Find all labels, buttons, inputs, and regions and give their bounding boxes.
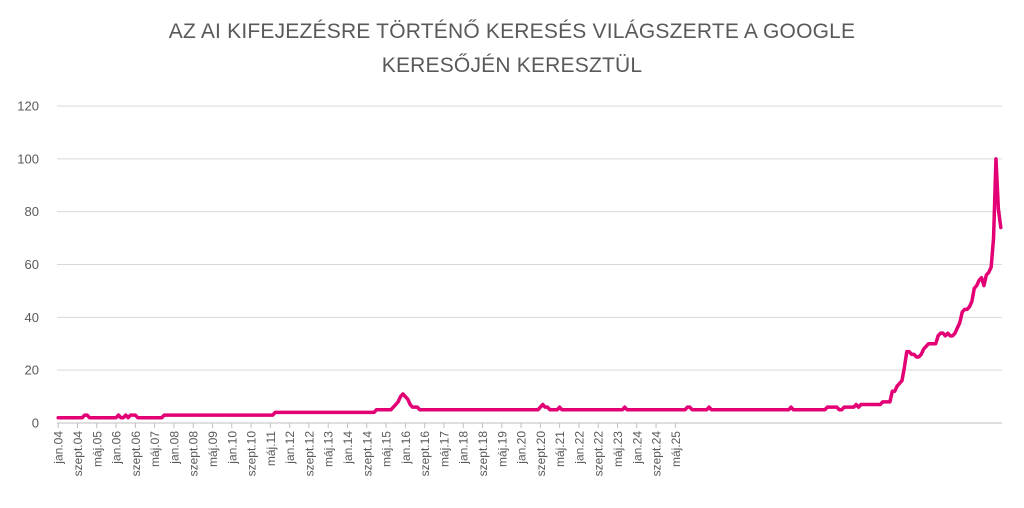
x-tick-label: jan.04 xyxy=(52,431,66,465)
x-tick-label: szept.12 xyxy=(302,431,316,477)
chart-title-line-1: AZ AI KIFEJEZÉSRE TÖRTÉNŐ KERESÉS VILÁGS… xyxy=(168,20,856,43)
x-tick-label: szept.22 xyxy=(592,431,606,477)
x-tick-label: máj.05 xyxy=(90,431,104,467)
x-tick-label: szept.16 xyxy=(418,431,432,477)
x-tick-label: máj.13 xyxy=(322,431,336,467)
series-group xyxy=(56,157,1003,420)
x-tick-label: máj.07 xyxy=(148,431,162,467)
x-tick-label: szept.24 xyxy=(650,431,664,477)
y-tick-label: 40 xyxy=(25,310,39,325)
y-tick-label: 60 xyxy=(25,257,39,272)
series-line xyxy=(56,157,1003,420)
x-tick-label: szept.14 xyxy=(360,431,374,477)
y-tick-label: 80 xyxy=(25,204,39,219)
x-tick-label: szept.20 xyxy=(534,431,548,477)
x-tick-label: máj.25 xyxy=(669,431,683,467)
x-tick-label: jan.16 xyxy=(399,431,413,465)
x-tick-label: szept.08 xyxy=(187,431,201,477)
x-tick-label: máj.23 xyxy=(611,431,625,467)
y-tick-label: 120 xyxy=(17,99,39,114)
x-tick-label: szept.06 xyxy=(129,431,143,477)
y-tick-label: 0 xyxy=(32,416,39,431)
x-tick-label: máj.19 xyxy=(495,431,509,467)
gridlines xyxy=(57,105,1002,424)
x-tick-label: máj.15 xyxy=(380,431,394,467)
x-tick-label: szept.04 xyxy=(71,431,85,477)
x-tick-label: máj.17 xyxy=(437,431,451,467)
x-tick-label: jan.14 xyxy=(341,431,355,465)
y-tick-label: 20 xyxy=(25,363,39,378)
x-tick-label: jan.08 xyxy=(167,431,181,465)
y-axis-tick-labels: 0 20 40 60 80 100 120 xyxy=(17,99,39,431)
x-tick-label: jan.10 xyxy=(225,431,239,465)
chart-title-line-2: KERESŐJÉN KERESZTÜL xyxy=(381,54,643,77)
x-tick-label: jan.24 xyxy=(630,431,644,465)
x-tick-label: máj.21 xyxy=(553,431,567,467)
x-tick-label: jan.22 xyxy=(572,431,586,465)
x-tick-label: jan.12 xyxy=(283,431,297,465)
x-tick-label: jan.06 xyxy=(110,431,124,465)
x-tick-label: szept.10 xyxy=(245,431,259,477)
x-tick-label: jan.20 xyxy=(515,431,529,465)
y-tick-label: 100 xyxy=(17,151,39,166)
x-tick-label: máj.09 xyxy=(206,431,220,467)
x-axis-tick-labels: jan.04 szept.04 máj.05 jan.06 szept.06 máj.07… xyxy=(52,423,683,476)
x-tick-label: máj.11 xyxy=(264,431,278,466)
x-tick-label: jan.18 xyxy=(457,431,471,465)
x-tick-label: szept.18 xyxy=(476,431,490,477)
